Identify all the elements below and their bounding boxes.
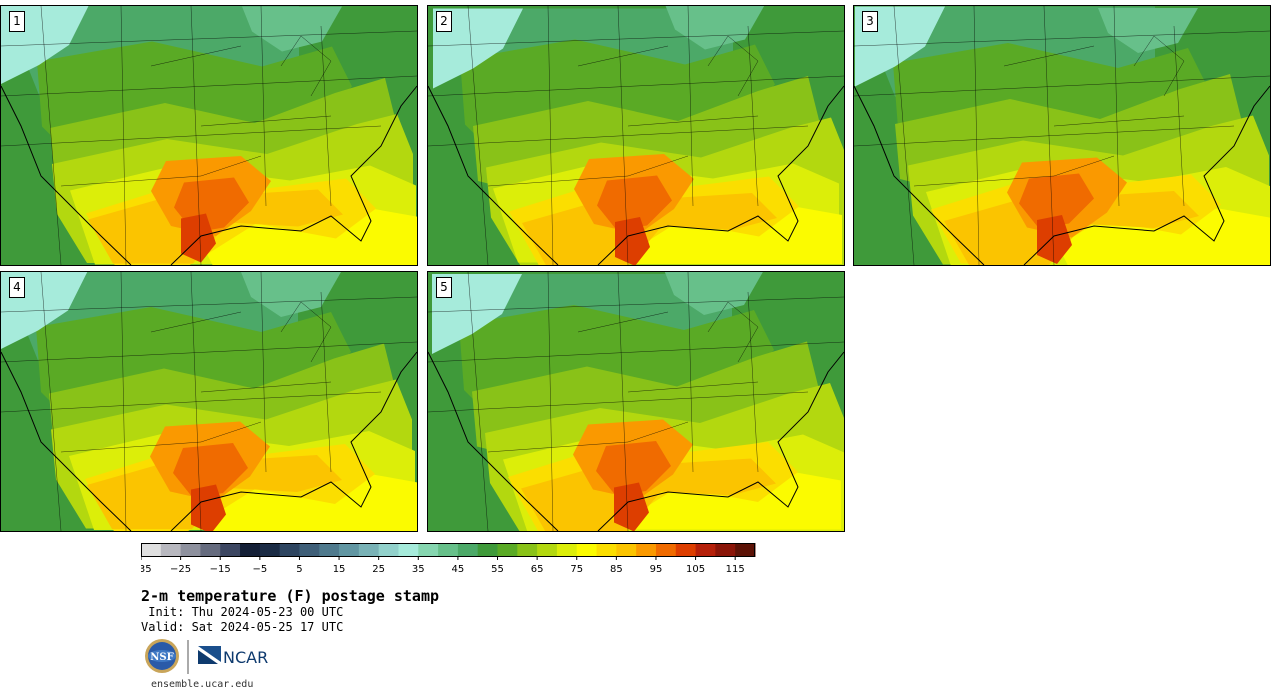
colorbar-swatch [517, 543, 538, 557]
colorbar-swatch [240, 543, 261, 557]
temperature-map [428, 272, 844, 531]
colorbar-swatch [675, 543, 697, 557]
colorbar-swatch [398, 543, 419, 557]
colorbar-tick-label: −25 [170, 564, 191, 575]
map-panel-2: 2 [427, 5, 845, 266]
colorbar-swatch [220, 543, 241, 557]
colorbar-swatch [636, 543, 657, 557]
state-boundaries [428, 272, 844, 531]
state-boundaries [854, 6, 1270, 265]
colorbar-tick-label: 15 [333, 564, 346, 575]
temperature-region [173, 443, 248, 498]
temperature-map [1, 6, 417, 265]
colorbar-swatch [339, 543, 360, 557]
colorbar-tick-label: 115 [726, 564, 745, 575]
colorbar-swatch [141, 543, 162, 557]
temperature-region [596, 441, 671, 496]
temperature-region [432, 274, 522, 354]
colorbar-tick-label: 55 [491, 564, 504, 575]
temperature-region [614, 482, 649, 531]
valid-time: Valid: Sat 2024-05-25 17 UTC [141, 620, 344, 634]
colorbar-swatch [735, 543, 756, 557]
panel-number-label: 4 [9, 277, 25, 298]
coastline [1, 351, 417, 531]
temperature-region [665, 6, 765, 50]
colorbar-swatch [576, 543, 598, 557]
map-panel-1: 1 [0, 5, 418, 266]
colorbar-swatch [378, 543, 399, 557]
colorbar-tick-label: 85 [610, 564, 623, 575]
colorbar-swatch [160, 543, 182, 557]
panel-number-label: 5 [436, 277, 452, 298]
colorbar-swatch [655, 543, 677, 557]
colorbar-swatch [497, 543, 518, 557]
colorbar-tick-label: −5 [252, 564, 267, 575]
colorbar-tick-label: 75 [570, 564, 583, 575]
colorbar-swatch [438, 543, 459, 557]
colorbar-swatch [537, 543, 558, 557]
coastline [1, 85, 417, 265]
colorbar-swatch [279, 543, 300, 557]
logos: NSF NCAR [145, 639, 268, 674]
colorbar-swatch [715, 543, 736, 557]
temperature-region [433, 8, 523, 89]
map-panel-5: 5 [427, 271, 845, 532]
colorbar-tick-label: 35 [412, 564, 425, 575]
state-boundaries [1, 272, 417, 531]
colorbar-swatch [556, 543, 578, 557]
temperature-region [242, 6, 342, 52]
state-boundaries [428, 6, 844, 265]
ncar-logo-text: NCAR [223, 648, 268, 667]
coastline [428, 351, 844, 531]
footer-url: ensemble.ucar.edu [151, 679, 254, 690]
temperature-region [521, 458, 776, 531]
colorbar-swatch [319, 543, 340, 557]
temperature-map [854, 6, 1270, 265]
nsf-logo-text: NSF [150, 652, 173, 663]
colorbar-tick-label: −15 [210, 564, 231, 575]
coastline [428, 85, 844, 265]
colorbar-swatch [180, 543, 201, 557]
colorbar-swatch [695, 543, 716, 557]
temperature-colorbar: −35 −25 −15 −5 5 15 25 35 45 55 65 75 85 95 105 115 [141, 543, 756, 575]
temperature-map [428, 6, 844, 265]
colorbar-tick-label: 25 [372, 564, 385, 575]
coastline [854, 85, 1270, 265]
colorbar-tick-label: 65 [531, 564, 544, 575]
colorbar-swatch [299, 543, 320, 557]
colorbar-swatch [358, 543, 380, 557]
map-panel-3: 3 [853, 5, 1271, 266]
colorbar-swatch [418, 543, 439, 557]
temperature-region [1019, 173, 1094, 229]
colorbar-swatch [259, 543, 281, 557]
panel-number-label: 2 [436, 11, 452, 32]
colorbar-swatch [457, 543, 479, 557]
temperature-region [241, 272, 341, 317]
panel-number-label: 3 [862, 11, 878, 32]
colorbar-frame [141, 543, 755, 557]
temperature-region [615, 217, 650, 265]
temperature-region [664, 272, 763, 315]
colorbar-swatch [596, 543, 617, 557]
temperature-map [1, 272, 417, 531]
panel-number-label: 1 [9, 11, 25, 32]
ncar-logo-icon: NCAR [198, 646, 268, 667]
map-panel-4: 4 [0, 271, 418, 532]
init-time: Init: Thu 2024-05-23 00 UTC [141, 605, 344, 619]
colorbar-tick-label: 5 [296, 564, 302, 575]
colorbar-tick-label: 105 [686, 564, 705, 575]
colorbar-tick-label: 95 [650, 564, 663, 575]
figure-title: 2-m temperature (F) postage stamp [141, 587, 440, 605]
colorbar-swatch [477, 543, 499, 557]
colorbar-tick-label: 45 [452, 564, 465, 575]
temperature-region [1098, 8, 1198, 53]
colorbar-swatch [200, 543, 221, 557]
temperature-region [1037, 215, 1072, 264]
colorbar-tick-label: −35 [141, 564, 152, 575]
nsf-logo-icon: NSF [145, 639, 179, 673]
colorbar-swatch [616, 543, 637, 557]
temperature-region [597, 175, 672, 231]
temperature-region [522, 193, 777, 265]
state-boundaries [1, 6, 417, 265]
